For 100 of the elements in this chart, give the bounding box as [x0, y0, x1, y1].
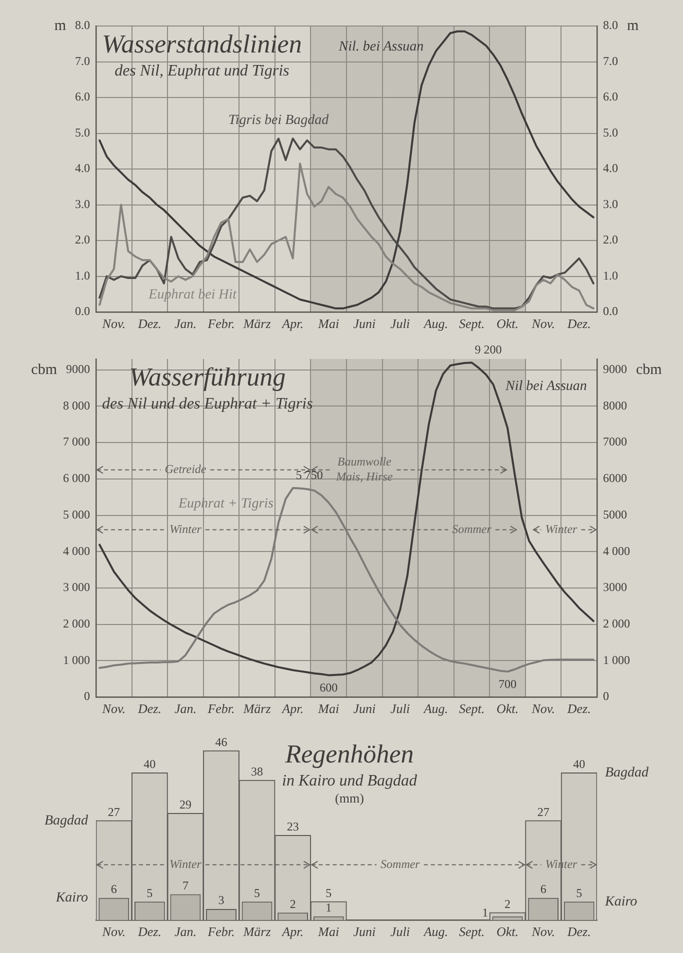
x-tick-label: Nov.: [530, 924, 555, 940]
y2-tick-label: 4.0: [603, 161, 618, 176]
y-axis-title: m: [54, 18, 66, 34]
data-label: 40: [573, 756, 586, 771]
series-label: Tigris bei Bagdad: [228, 112, 330, 128]
y-tick-label: 8.0: [75, 18, 90, 32]
annotation: 5 750: [296, 468, 323, 482]
series-label: Nil bei Assuan: [504, 378, 587, 394]
x-tick-label: Mai: [317, 316, 340, 332]
data-label: 1: [326, 900, 332, 914]
data-label: 2: [504, 896, 511, 911]
data-label: 2: [290, 896, 296, 911]
data-label: 1: [482, 905, 488, 920]
text: des Nil, Euphrat und Tigris: [114, 62, 290, 80]
annotation: Sommer: [452, 522, 492, 536]
x-tick-label: Sept.: [458, 924, 485, 940]
y-tick-label: 4.0: [75, 161, 90, 176]
annotation: Sommer: [380, 856, 420, 871]
data-label: 38: [251, 764, 264, 778]
x-tick-label: Jan.: [174, 701, 196, 716]
series-label: Nil. bei Assuan: [338, 39, 424, 54]
x-tick-label: Dez.: [136, 701, 162, 716]
y-tick-label: 7 000: [63, 434, 90, 449]
x-tick-label: Aug.: [422, 316, 448, 332]
y-tick-label: 4 000: [63, 544, 90, 558]
x-tick-label: Febr.: [206, 316, 235, 332]
x-tick-label: Dez.: [566, 924, 591, 940]
x-tick-label: Aug.: [422, 701, 448, 716]
y-tick-label: 8 000: [63, 398, 90, 412]
x-tick-label: Juni: [353, 316, 376, 332]
y2-axis-title: m: [627, 18, 639, 34]
annotation: 600: [320, 680, 338, 695]
annotation: Baumwolle Mais, Hirse: [335, 454, 394, 484]
x-tick-label: März: [242, 316, 271, 332]
x-tick-label: Mai: [317, 701, 340, 716]
data-label: 7: [182, 878, 188, 892]
y-tick-label: 5 000: [63, 507, 90, 522]
data-label: 3: [218, 893, 224, 908]
text: Kairo: [56, 890, 88, 906]
data-label: 46: [215, 734, 228, 749]
y2-tick-label: 1.0: [603, 268, 618, 282]
y2-tick-label: 6000: [603, 471, 627, 486]
y2-tick-label: 7000: [603, 434, 627, 449]
data-label: 5: [254, 886, 260, 900]
y-tick-label: 2 000: [63, 616, 90, 630]
data-label: 23: [286, 820, 299, 834]
series-label: Bagdad: [604, 765, 650, 780]
y-axis-title: cbm: [31, 362, 58, 378]
chart-title: Wasserstandslinien: [102, 30, 302, 59]
y2-tick-label: 2.0: [603, 232, 618, 247]
y2-tick-label: 6.0: [603, 90, 618, 104]
x-tick-label: Apr.: [281, 316, 304, 332]
x-tick-label: Dez.: [566, 316, 591, 332]
x-tick-label: Jan.: [174, 316, 196, 332]
y2-tick-label: 1 000: [603, 652, 630, 667]
x-tick-label: Juni: [353, 701, 376, 716]
y2-tick-label: 9000: [603, 362, 627, 376]
data-label: 6: [540, 882, 546, 896]
x-tick-label: Apr.: [281, 701, 304, 716]
x-tick-label: Sept.: [458, 701, 485, 716]
x-tick-label: Okt.: [496, 924, 519, 940]
x-tick-label: Nov.: [101, 316, 126, 332]
x-tick-label: März: [242, 924, 271, 940]
x-tick-label: Nov.: [101, 924, 126, 940]
x-tick-label: Nov.: [530, 316, 555, 332]
y2-tick-label: 2 000: [603, 616, 630, 630]
data-label: 6: [110, 882, 117, 896]
y2-tick-label: 8.0: [603, 18, 618, 32]
x-tick-label: Okt.: [496, 316, 519, 332]
x-tick-label: Febr.: [206, 701, 235, 716]
x-tick-label: Juni: [353, 924, 376, 940]
x-tick-label: Juli: [390, 701, 410, 716]
x-tick-label: Dez.: [566, 701, 591, 716]
y2-tick-label: 5.0: [603, 125, 618, 140]
annotation: Winter: [169, 522, 202, 536]
data-label: 40: [144, 756, 156, 771]
y-tick-label: 6.0: [75, 90, 90, 104]
y-tick-label: 1 000: [63, 652, 90, 667]
chart-title: Wasserführung: [129, 362, 286, 392]
y2-tick-label: 0.0: [603, 304, 618, 318]
x-tick-label: Febr.: [206, 924, 235, 940]
data-label: 5: [326, 886, 332, 900]
x-tick-label: Juli: [390, 924, 410, 940]
x-tick-label: Jan.: [174, 924, 196, 940]
y2-tick-label: 4 000: [603, 544, 630, 558]
x-tick-label: Mai: [317, 924, 340, 940]
x-tick-label: Nov.: [530, 701, 555, 716]
y-axis-title: (mm): [335, 790, 364, 806]
x-tick-label: Dez.: [136, 316, 162, 332]
data-label: 27: [537, 804, 550, 819]
annotation: Winter: [169, 856, 202, 871]
y-tick-label: 3 000: [63, 580, 90, 594]
x-tick-label: Aug.: [422, 924, 448, 940]
y-tick-label: 0.0: [75, 304, 90, 318]
x-tick-label: Nov.: [101, 701, 126, 716]
x-tick-label: Okt.: [496, 701, 519, 716]
y2-tick-label: 7.0: [603, 54, 618, 68]
y-tick-label: 1.0: [75, 268, 90, 282]
y-tick-label: 9000: [66, 362, 90, 376]
y2-tick-label: 3.0: [603, 196, 618, 211]
